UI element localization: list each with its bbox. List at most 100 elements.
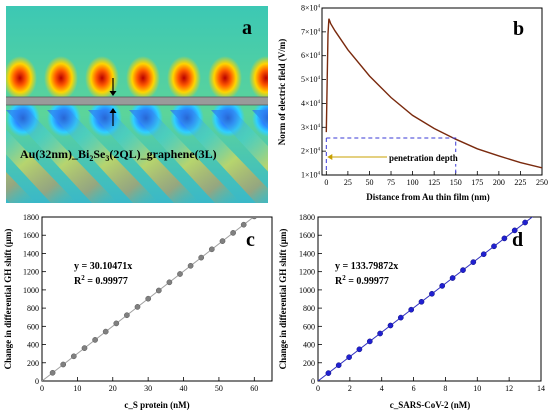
x-axis-title: c_SARS-CoV-2 (nM) — [390, 400, 471, 410]
y-tick-label: 1800 — [23, 213, 39, 222]
y-tick-label: 4×104 — [301, 99, 321, 108]
x-tick-label: 50 — [365, 178, 373, 187]
data-point — [397, 314, 404, 321]
field-stripe — [6, 110, 118, 203]
x-axis-ticks: 0 2 4 6 8 10 12 14 — [316, 377, 545, 393]
data-point — [49, 369, 56, 376]
y-tick-label: 8×104 — [301, 4, 321, 13]
panel-letter-a: a — [242, 17, 252, 39]
data-point — [439, 283, 446, 289]
r-squared: R2 = 0.99977 — [335, 274, 389, 287]
field-stripe — [47, 110, 159, 203]
x-tick-label: 0 — [324, 178, 328, 187]
x-tick-label: 6 — [412, 384, 416, 393]
field-stripe — [88, 110, 200, 203]
field-stripe — [129, 110, 241, 203]
x-axis-title: Distance from Au thin film (nm) — [366, 192, 490, 202]
panel-letter-c: c — [246, 229, 255, 251]
data-point — [480, 251, 487, 258]
y-axis-title: Norm of electric field (V/m) — [277, 39, 287, 145]
data-point — [187, 262, 194, 269]
data-point — [70, 353, 77, 360]
field-hotspot — [249, 56, 268, 100]
x-tick-label: 8 — [443, 384, 447, 393]
data-point — [113, 320, 120, 327]
plot-frame — [321, 7, 543, 176]
fit-equation: y = 30.10471x — [74, 261, 132, 272]
x-tick-label: 14 — [537, 384, 545, 393]
panel-letter-d: d — [512, 229, 523, 251]
y-tick-label: 400 — [303, 341, 315, 350]
x-axis-ticks: 0 10 20 30 40 50 60 — [40, 377, 258, 393]
field-hotspot — [44, 56, 78, 100]
data-point — [366, 338, 373, 345]
y-tick-label: 600 — [27, 322, 39, 331]
thin-film-layer — [6, 97, 268, 105]
panel-d-sars-cov-2-chart: 0 2 4 6 8 10 12 14 0 200 400 600 800 1000 1200 1400 160… — [278, 213, 545, 410]
data-point — [124, 312, 130, 319]
field-stripe — [211, 110, 268, 172]
x-tick-label: 50 — [215, 384, 223, 393]
diagonal-field-stripes — [6, 110, 268, 203]
data-point — [251, 217, 258, 220]
y-tick-label: 7×104 — [301, 27, 321, 36]
hotspot-row — [6, 56, 268, 100]
thickness-arrows — [109, 78, 117, 126]
field-norm-line — [325, 18, 542, 169]
data-points — [49, 217, 258, 376]
data-point — [240, 221, 247, 228]
panel-a-field-map: Au(32nm)_Bi2Se3(2QL)_graphene(3L) a — [6, 6, 268, 203]
field-hotspot — [167, 56, 201, 100]
y-tick-label: 1200 — [299, 268, 315, 277]
x-tick-label: 150 — [450, 178, 462, 187]
data-point — [81, 345, 88, 351]
field-stripe — [252, 110, 268, 128]
data-point — [219, 238, 226, 244]
r-squared: R2 = 0.99977 — [74, 274, 128, 287]
data-point — [155, 287, 162, 294]
x-axis-title: c_S protein (nM) — [124, 400, 189, 410]
data-point — [449, 275, 456, 281]
y-tick-label: 6×104 — [301, 51, 321, 60]
data-point — [387, 322, 394, 329]
data-point — [356, 346, 363, 353]
x-tick-label: 0 — [40, 384, 44, 393]
y-tick-label: 1600 — [23, 231, 39, 240]
y-tick-label: 800 — [303, 304, 315, 313]
x-axis-ticks: 0 25 50 75 100 125 150 175 200 225 250 — [324, 171, 548, 187]
panel-b-field-decay-chart: 0 25 50 75 100 125 150 175 200 225 250 1×104 2×104 3… — [277, 4, 548, 203]
data-point — [325, 370, 332, 376]
linear-fit-line — [42, 217, 255, 381]
y-tick-label: 200 — [303, 359, 315, 368]
x-tick-label: 175 — [471, 178, 483, 187]
y-tick-label: 1600 — [299, 231, 315, 240]
x-tick-label: 250 — [536, 178, 548, 187]
data-point — [60, 361, 67, 368]
data-point — [377, 330, 383, 337]
panel-letter-b: b — [513, 18, 524, 40]
data-point — [208, 246, 215, 253]
y-tick-label: 3×104 — [301, 123, 321, 132]
plot-frame — [41, 216, 273, 382]
data-point — [460, 267, 466, 273]
x-tick-label: 10 — [73, 384, 81, 393]
fit-equation: y = 133.79872x — [335, 261, 398, 272]
y-tick-label: 800 — [27, 304, 39, 313]
x-tick-label: 200 — [493, 178, 505, 187]
field-stripe — [6, 129, 77, 203]
panel-c-s-protein-chart: 0 10 20 30 40 50 60 0 200 400 600 800 1000 1200 1400 1… — [3, 213, 273, 410]
x-tick-label: 25 — [344, 178, 352, 187]
data-point — [346, 354, 352, 361]
x-tick-label: 12 — [505, 384, 513, 393]
field-stripe — [6, 172, 36, 203]
data-point — [470, 259, 477, 265]
data-point — [230, 230, 236, 236]
x-tick-label: 0 — [316, 384, 320, 393]
y-axis-ticks: 0 200 400 600 800 1000 1200 1400 1600 1800 — [23, 213, 46, 386]
penetration-depth-label: penetration depth — [389, 153, 458, 163]
field-hotspot — [208, 56, 242, 100]
y-axis-ticks: 0 200 400 600 800 1000 1200 1400 1600 1800 — [299, 213, 322, 386]
x-tick-label: 100 — [407, 178, 419, 187]
y-tick-label: 200 — [27, 359, 39, 368]
data-point — [408, 306, 415, 313]
